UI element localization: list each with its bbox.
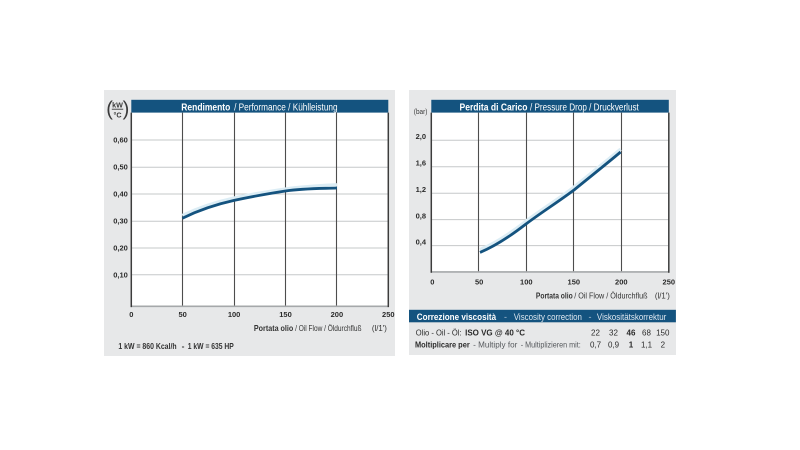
svg-text:ISO VG @ 40 °C: ISO VG @ 40 °C [465, 329, 525, 338]
svg-text:1,1: 1,1 [641, 341, 653, 350]
svg-text:100: 100 [228, 310, 241, 319]
svg-text:200: 200 [615, 278, 628, 287]
svg-text:Moltiplicare per: Moltiplicare per [415, 341, 470, 350]
svg-text:150: 150 [656, 329, 670, 338]
svg-text:Portata olio: Portata olio [536, 291, 573, 301]
svg-text:-: - [182, 341, 185, 351]
svg-text:0: 0 [129, 310, 133, 319]
svg-text:): ) [123, 98, 130, 120]
svg-text:0,50: 0,50 [113, 163, 128, 172]
svg-text:1,6: 1,6 [416, 159, 426, 168]
svg-text:100: 100 [520, 278, 533, 287]
svg-text:22: 22 [591, 329, 600, 338]
svg-text:- Multiplizieren mit:: - Multiplizieren mit: [521, 341, 581, 350]
svg-text:150: 150 [279, 310, 292, 319]
svg-text:(: ( [106, 98, 113, 120]
svg-text:(l/1'): (l/1') [372, 323, 387, 333]
svg-text:0,9: 0,9 [608, 341, 620, 350]
svg-text:0,7: 0,7 [590, 341, 602, 350]
svg-text:Viskositätskorrektur: Viskositätskorrektur [597, 312, 666, 322]
svg-text:(bar): (bar) [414, 109, 428, 116]
svg-text:50: 50 [475, 278, 483, 287]
svg-text:1,2: 1,2 [416, 185, 426, 194]
svg-text:250: 250 [382, 310, 395, 319]
svg-text:1 kW = 860 Kcal/h: 1 kW = 860 Kcal/h [118, 341, 176, 351]
svg-text:0,30: 0,30 [113, 217, 128, 226]
svg-text:68: 68 [642, 329, 651, 338]
svg-text:/ Pressure Drop / Druckverlust: / Pressure Drop / Druckverlust [530, 103, 639, 114]
svg-text:50: 50 [179, 310, 187, 319]
svg-text:0,40: 0,40 [113, 190, 128, 199]
svg-text:Portata olio: Portata olio [254, 323, 293, 333]
svg-text:32: 32 [609, 329, 618, 338]
svg-text:0,60: 0,60 [113, 136, 128, 145]
svg-text:0,8: 0,8 [416, 211, 426, 220]
svg-text:/ Oil Flow / Öldurchfluß: / Oil Flow / Öldurchfluß [574, 291, 647, 301]
svg-text:0: 0 [430, 278, 434, 287]
svg-text:Viscosity correction: Viscosity correction [514, 312, 582, 322]
svg-text:250: 250 [663, 278, 676, 287]
svg-text:0,4: 0,4 [416, 237, 427, 246]
svg-text:/ Performance / Kühlleistung: / Performance / Kühlleistung [234, 103, 338, 114]
svg-text:1: 1 [629, 341, 634, 350]
svg-text:(l/1'): (l/1') [655, 291, 670, 301]
svg-text:Correzione viscosità: Correzione viscosità [417, 312, 497, 323]
svg-text:kW: kW [112, 100, 123, 109]
svg-text:- Multiply for: - Multiply for [473, 341, 517, 350]
svg-text:0,10: 0,10 [113, 270, 128, 279]
svg-text:°C: °C [113, 110, 121, 119]
svg-text:/ Oil Flow / Öldurchfluß: / Oil Flow / Öldurchfluß [295, 323, 361, 333]
svg-text:Rendimento: Rendimento [181, 103, 230, 114]
svg-text:Olio - Oil - Öl:: Olio - Oil - Öl: [416, 329, 462, 338]
svg-text:200: 200 [331, 310, 344, 319]
svg-text:2,0: 2,0 [416, 132, 426, 141]
svg-text:46: 46 [627, 329, 636, 338]
svg-text:Perdita di Carico: Perdita di Carico [460, 103, 528, 114]
svg-text:2: 2 [661, 341, 666, 350]
svg-text:-: - [589, 312, 592, 322]
svg-text:1 kW = 635 HP: 1 kW = 635 HP [188, 341, 234, 351]
svg-text:-: - [504, 312, 507, 322]
svg-text:150: 150 [568, 278, 581, 287]
svg-text:0,20: 0,20 [113, 244, 128, 253]
